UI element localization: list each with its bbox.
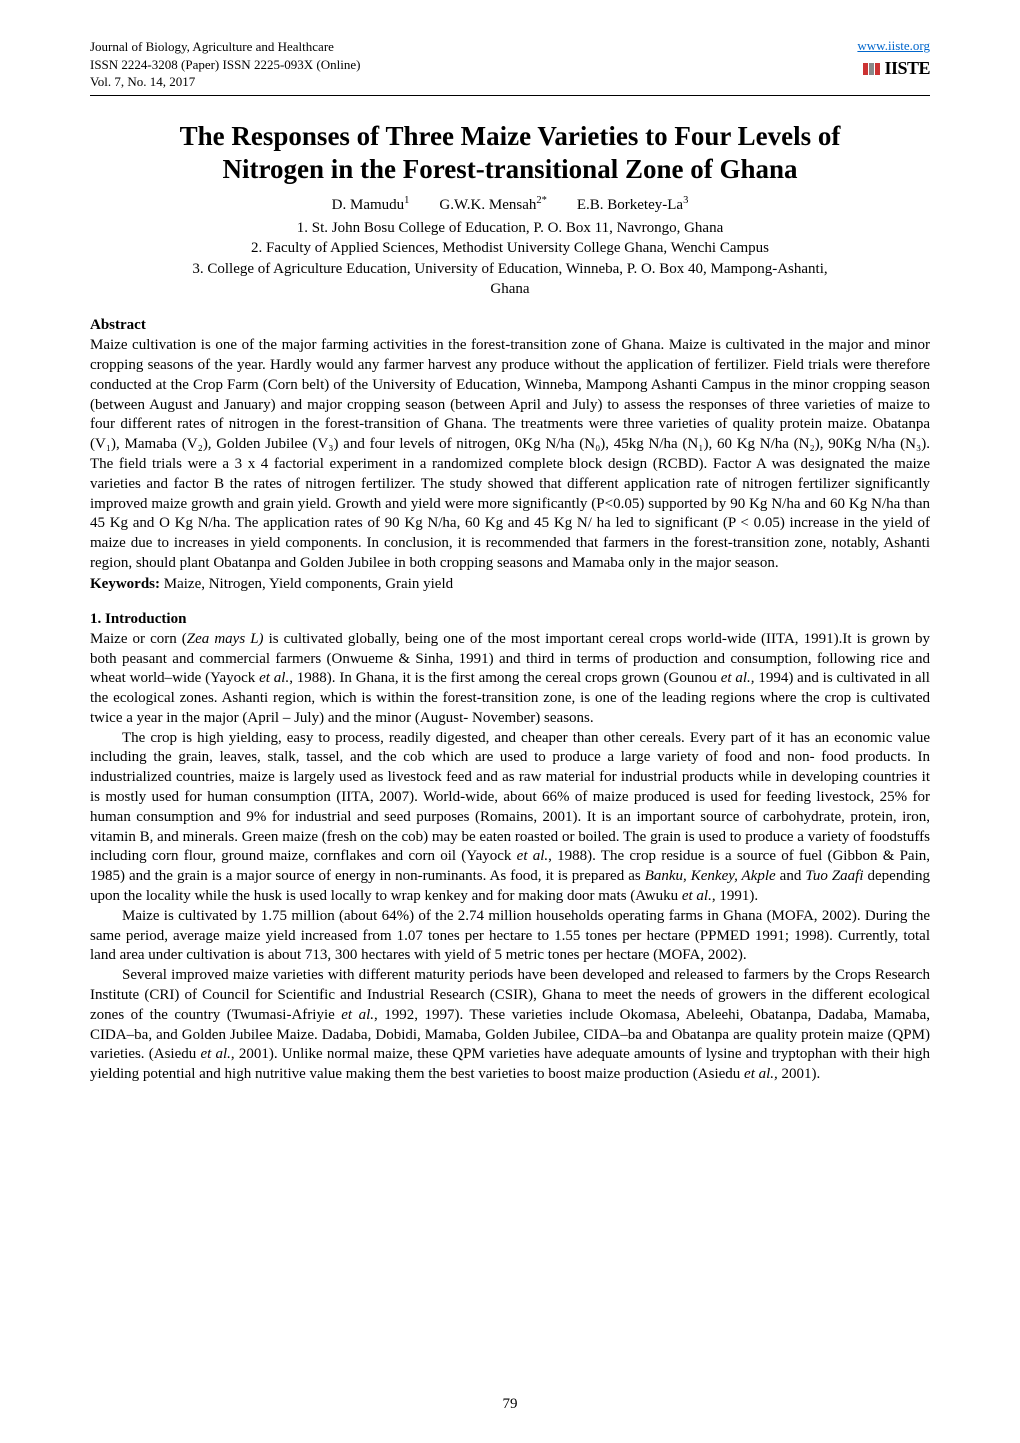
- issn-line: ISSN 2224-3208 (Paper) ISSN 2225-093X (O…: [90, 56, 360, 74]
- page: Journal of Biology, Agriculture and Heal…: [0, 0, 1020, 1443]
- intro-heading: 1. Introduction: [90, 611, 930, 628]
- title-line-2: Nitrogen in the Forest-transitional Zone…: [222, 154, 797, 184]
- affiliations: 1. St. John Bosu College of Education, P…: [90, 218, 930, 299]
- logo-bar-2: [869, 63, 874, 75]
- keywords-text: Maize, Nitrogen, Yield components, Grain…: [160, 576, 453, 592]
- logo-bar-3: [875, 63, 880, 75]
- abstract-body: Maize cultivation is one of the major fa…: [90, 336, 930, 574]
- paper-title: The Responses of Three Maize Varieties t…: [90, 120, 930, 188]
- header-right: www.iiste.org IISTE: [857, 38, 930, 79]
- authors-line: D. Mamudu1 G.W.K. Mensah2* E.B. Borketey…: [90, 197, 930, 214]
- journal-name: Journal of Biology, Agriculture and Heal…: [90, 38, 360, 56]
- logo-bar-1: [863, 63, 868, 75]
- abstract-heading: Abstract: [90, 317, 930, 334]
- affiliation-2: 2. Faculty of Applied Sciences, Methodis…: [90, 238, 930, 258]
- affiliation-3: 3. College of Agriculture Education, Uni…: [90, 259, 930, 279]
- intro-para-3: Maize is cultivated by 1.75 million (abo…: [90, 907, 930, 966]
- title-line-1: The Responses of Three Maize Varieties t…: [180, 121, 841, 151]
- running-header: Journal of Biology, Agriculture and Heal…: [90, 38, 930, 96]
- intro-para-4: Several improved maize varieties with di…: [90, 966, 930, 1085]
- keywords-label: Keywords:: [90, 576, 160, 592]
- keywords-line: Keywords: Maize, Nitrogen, Yield compone…: [90, 576, 930, 593]
- intro-para-2: The crop is high yielding, easy to proce…: [90, 729, 930, 907]
- intro-body: Maize or corn (Zea mays L) is cultivated…: [90, 630, 930, 1085]
- website-link[interactable]: www.iiste.org: [857, 38, 930, 54]
- affiliation-4: Ghana: [90, 279, 930, 299]
- logo-bars: [863, 63, 880, 75]
- intro-para-1: Maize or corn (Zea mays L) is cultivated…: [90, 630, 930, 729]
- iiste-logo: IISTE: [863, 58, 930, 79]
- volume-line: Vol. 7, No. 14, 2017: [90, 73, 360, 91]
- header-left: Journal of Biology, Agriculture and Heal…: [90, 38, 360, 91]
- logo-text: IISTE: [884, 58, 930, 79]
- affiliation-1: 1. St. John Bosu College of Education, P…: [90, 218, 930, 238]
- page-number: 79: [0, 1396, 1020, 1413]
